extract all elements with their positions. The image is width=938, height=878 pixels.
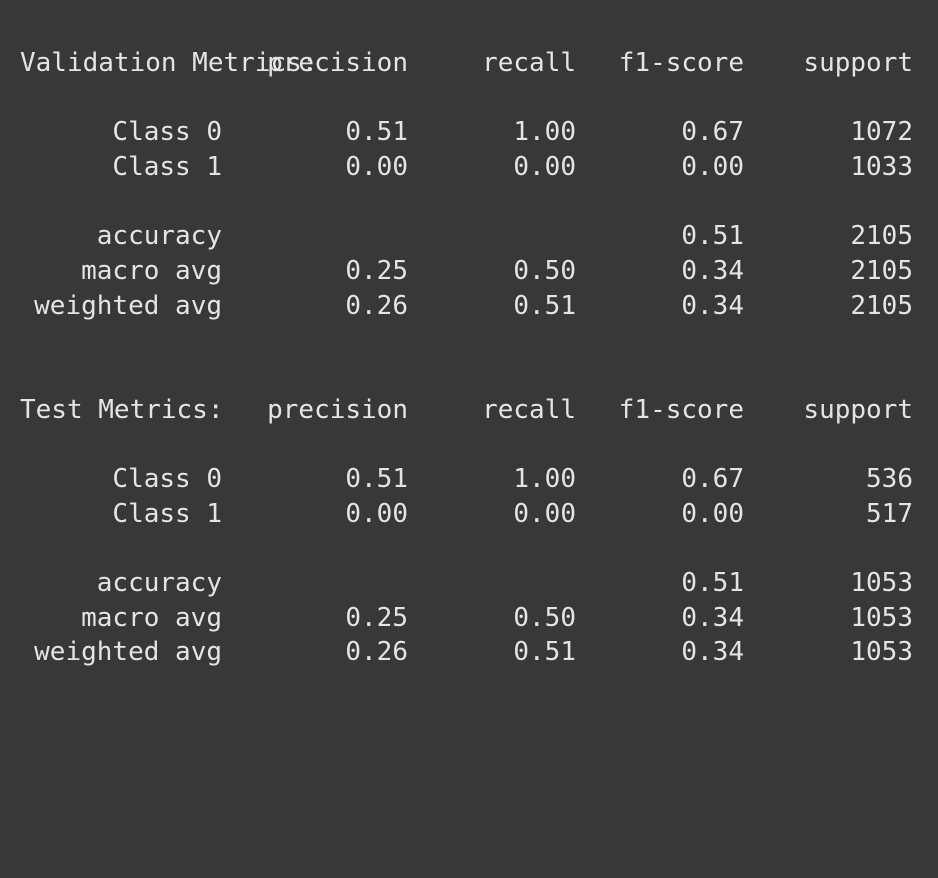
row-f1: 0.34 [681,602,744,633]
table-row: Class 0 0.51 1.00 0.67 536 [0,462,938,497]
row-precision: 0.25 [345,255,408,286]
row-f1: 0.34 [681,290,744,321]
row-precision: 0.00 [345,498,408,529]
summary-row: weighted avg 0.26 0.51 0.34 2105 [0,289,938,324]
blank-line [0,427,938,462]
header-row: precision recall f1-score support [0,46,938,81]
row-support: 1072 [850,117,913,148]
row-recall: 0.50 [513,602,576,633]
row-support: 536 [866,463,913,494]
row-f1: 0.51 [681,568,744,598]
row-support: 1053 [850,637,913,668]
row-support: 2105 [850,290,913,321]
row-label: accuracy [96,221,222,252]
table-row: Class 1 0.00 0.00 0.00 1033 [0,150,938,185]
row-label: Class 1 [112,498,222,529]
summary-row: macro avg 0.25 0.50 0.34 1053 [0,601,938,636]
summary-row: accuracy 0.51 2105 [0,219,938,254]
row-precision: 0.26 [345,290,408,321]
header-recall: recall [482,394,576,425]
blank-line [0,323,938,358]
row-precision: 0.51 [345,117,408,148]
row-label: Class 0 [112,463,222,494]
row-label: macro avg [81,602,222,633]
row-f1: 0.00 [681,498,744,529]
header-support: support [803,394,913,425]
row-precision: 0.26 [345,637,408,668]
row-support: 1053 [850,568,913,598]
row-support: 517 [866,498,913,529]
blank-line [0,531,938,566]
row-f1: 0.51 [681,221,744,252]
header-recall: recall [482,47,576,78]
header-f1-score: f1-score [618,47,744,78]
summary-row: macro avg 0.25 0.50 0.34 2105 [0,254,938,289]
row-recall: 0.00 [513,151,576,182]
row-f1: 0.34 [681,637,744,668]
report-title-line: Test Metrics: [0,358,938,425]
row-support: 1053 [850,602,913,633]
table-row: Class 0 0.51 1.00 0.67 1072 [0,115,938,150]
row-f1: 0.67 [681,463,744,494]
row-f1: 0.67 [681,117,744,148]
report-title: Validation Metrics: [20,47,318,78]
row-recall: 0.51 [513,637,576,668]
row-support: 2105 [850,255,913,286]
summary-row: accuracy 0.51 1053 [0,566,938,601]
row-precision: 0.00 [345,151,408,182]
report-title-line: Validation Metrics: [0,11,938,78]
row-recall: 0.51 [513,290,576,321]
summary-row: weighted avg 0.26 0.51 0.34 1053 [0,635,938,670]
table-row: Class 1 0.00 0.00 0.00 517 [0,497,938,532]
row-recall: 1.00 [513,117,576,148]
row-f1: 0.34 [681,255,744,286]
row-label: weighted avg [34,637,222,668]
header-row: precision recall f1-score support [0,393,938,428]
row-label: accuracy [96,568,222,598]
header-f1-score: f1-score [618,394,744,425]
blank-line [0,80,938,115]
report-title: Test Metrics: [20,394,224,425]
row-label: Class 1 [112,151,222,182]
row-recall: 0.50 [513,255,576,286]
header-precision: precision [267,47,408,78]
row-label: macro avg [81,255,222,286]
row-f1: 0.00 [681,151,744,182]
row-precision: 0.25 [345,602,408,633]
header-support: support [803,47,913,78]
header-precision: precision [267,394,408,425]
terminal-output: Validation Metrics: precision recall f1-… [0,11,938,670]
blank-line [0,184,938,219]
row-support: 2105 [850,221,913,252]
row-precision: 0.51 [345,463,408,494]
row-label: weighted avg [34,290,222,321]
row-recall: 1.00 [513,463,576,494]
row-support: 1033 [850,151,913,182]
row-label: Class 0 [112,117,222,148]
row-recall: 0.00 [513,498,576,529]
